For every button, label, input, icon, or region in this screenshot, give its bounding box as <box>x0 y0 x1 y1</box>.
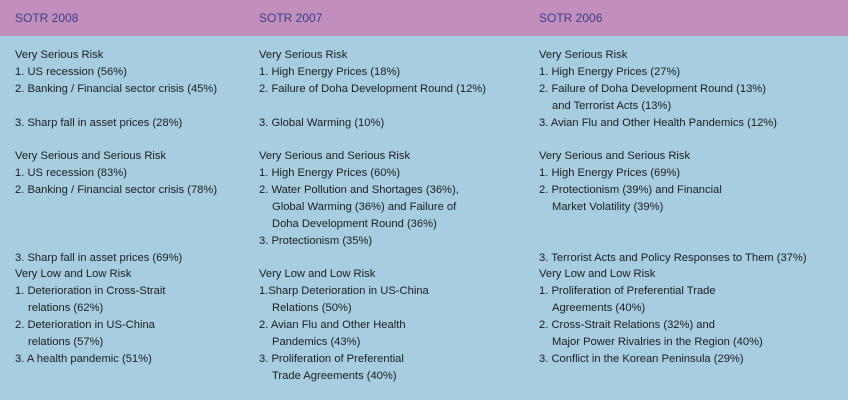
cell-2006-very-serious-and-serious-risk: Very Serious and Serious Risk 1. High En… <box>539 148 807 267</box>
cell-2007-very-serious-and-serious-risk: Very Serious and Serious Risk 1. High En… <box>259 148 459 267</box>
list-item: 3. Global Warming (10%) <box>259 117 385 129</box>
section-heading: Very Serious Risk <box>259 49 348 61</box>
section-heading: Very Low and Low Risk <box>539 268 656 280</box>
list-item <box>539 233 807 250</box>
list-item: Market Volatility (39%) <box>552 201 664 213</box>
cell-2006-very-low-and-low-risk: Very Low and Low Risk 1. Proliferation o… <box>539 266 763 385</box>
section-heading: Very Low and Low Risk <box>259 268 376 280</box>
list-item: Major Power Rivalries in the Region (40%… <box>552 336 763 348</box>
list-item: 1. US recession (56%) <box>15 66 127 78</box>
list-item: 1. Deterioration in Cross-Strait <box>15 285 166 297</box>
list-item <box>259 250 459 267</box>
section-heading: Very Low and Low Risk <box>15 268 132 280</box>
list-item <box>15 199 217 216</box>
cell-2008-very-serious-and-serious-risk: Very Serious and Serious Risk 1. US rece… <box>15 148 217 267</box>
list-item: Relations (50%) <box>272 302 352 314</box>
list-item: 1.Sharp Deterioration in US-China <box>259 285 429 297</box>
list-item: 2. Avian Flu and Other Health <box>259 319 406 331</box>
list-item: 2. Banking / Financial sector crisis (78… <box>15 184 218 196</box>
list-item: Trade Agreements (40%) <box>272 370 397 382</box>
list-item: 2. Water Pollution and Shortages (36%), <box>259 184 459 196</box>
list-item: 3. Proliferation of Preferential <box>259 353 404 365</box>
column-header-2007: SOTR 2007 <box>259 11 323 25</box>
list-item: Agreements (40%) <box>552 302 646 314</box>
list-item: and Terrorist Acts (13%) <box>552 100 672 112</box>
section-heading: Very Serious and Serious Risk <box>539 150 691 162</box>
cell-2008-very-serious-risk: Very Serious Risk 1. US recession (56%) … <box>15 47 217 132</box>
list-item: 3. Sharp fall in asset prices (28%) <box>15 117 183 129</box>
section-heading: Very Serious Risk <box>15 49 104 61</box>
list-item: 3. Sharp fall in asset prices (69%) <box>15 252 183 264</box>
list-item: 3. A health pandemic (51%) <box>15 353 152 365</box>
list-item <box>15 233 217 250</box>
table-header: SOTR 2008 SOTR 2007 SOTR 2006 <box>0 0 848 36</box>
list-item <box>539 216 807 233</box>
list-item: Global Warming (36%) and Failure of <box>272 201 457 213</box>
list-item: Pandemics (43%) <box>272 336 361 348</box>
section-heading: Very Serious and Serious Risk <box>15 150 167 162</box>
cell-2008-very-low-and-low-risk: Very Low and Low Risk 1. Deterioration i… <box>15 266 165 385</box>
list-item: 3. Terrorist Acts and Policy Responses t… <box>539 252 807 264</box>
list-item: 2. Cross-Strait Relations (32%) and <box>539 319 715 331</box>
section-heading: Very Serious and Serious Risk <box>259 150 411 162</box>
list-item: 1. High Energy Prices (60%) <box>259 167 401 179</box>
list-item: 2. Failure of Doha Development Round (13… <box>539 83 766 95</box>
cell-2006-very-serious-risk: Very Serious Risk 1. High Energy Prices … <box>539 47 777 132</box>
cell-2007-very-serious-risk: Very Serious Risk 1. High Energy Prices … <box>259 47 486 132</box>
column-header-2006: SOTR 2006 <box>539 11 603 25</box>
cell-2007-very-low-and-low-risk: Very Low and Low Risk 1.Sharp Deteriorat… <box>259 266 429 385</box>
list-item: relations (57%) <box>28 336 104 348</box>
list-item: 3. Protectionism (35%) <box>259 235 373 247</box>
list-item: 3. Conflict in the Korean Peninsula (29%… <box>539 353 744 365</box>
list-item <box>259 98 486 115</box>
list-item: 1. High Energy Prices (27%) <box>539 66 681 78</box>
list-item <box>15 216 217 233</box>
list-item: relations (62%) <box>28 302 104 314</box>
list-item: Doha Development Round (36%) <box>272 218 437 230</box>
column-header-2008: SOTR 2008 <box>15 11 79 25</box>
list-item <box>15 368 165 385</box>
section-heading: Very Serious Risk <box>539 49 628 61</box>
list-item: 1. High Energy Prices (18%) <box>259 66 401 78</box>
list-item: 1. US recession (83%) <box>15 167 127 179</box>
list-item: 2. Protectionism (39%) and Financial <box>539 184 722 196</box>
list-item: 1. High Energy Prices (69%) <box>539 167 681 179</box>
list-item: 1. Proliferation of Preferential Trade <box>539 285 716 297</box>
list-item: 2. Failure of Doha Development Round (12… <box>259 83 486 95</box>
list-item: 2. Deterioration in US-China <box>15 319 155 331</box>
list-item: 3. Avian Flu and Other Health Pandemics … <box>539 117 777 129</box>
list-item <box>15 98 217 115</box>
list-item <box>539 368 763 385</box>
list-item: 2. Banking / Financial sector crisis (45… <box>15 83 218 95</box>
